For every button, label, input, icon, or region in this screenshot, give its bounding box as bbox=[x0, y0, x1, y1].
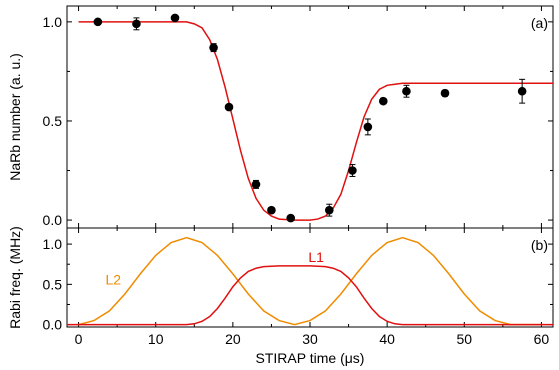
data-point bbox=[363, 122, 373, 132]
data-point bbox=[170, 13, 180, 23]
x-axis-label: STIRAP time (μs) bbox=[256, 350, 365, 366]
data-point bbox=[93, 17, 103, 27]
plot-frame bbox=[66, 5, 554, 229]
y-axis-label: Rabi freq. (MHz) bbox=[7, 226, 23, 329]
y-tick-label: 0.5 bbox=[43, 276, 63, 292]
x-tick-label: 30 bbox=[302, 331, 318, 347]
data-point bbox=[378, 96, 388, 106]
data-point bbox=[440, 88, 450, 98]
panel-label: (b) bbox=[531, 237, 548, 253]
y-tick-label: 0.0 bbox=[43, 317, 63, 333]
data-point bbox=[324, 205, 334, 215]
series-line-l2 bbox=[78, 236, 542, 326]
fit-curve bbox=[78, 21, 553, 221]
panel-a: 0.0 0.5 1.0 (a) NaRb number (a. u.) bbox=[7, 5, 554, 229]
y-tick-label: 1.0 bbox=[43, 236, 63, 252]
data-point bbox=[517, 86, 527, 96]
panel-b: 0.0 0.5 1.0 0 10 20 30 40 50 60 (b) Rabi freq. (MHz… bbox=[7, 226, 554, 366]
data-point bbox=[286, 213, 296, 223]
data-point bbox=[402, 86, 411, 96]
series-annotation: L2 bbox=[105, 271, 121, 287]
data-point bbox=[267, 205, 276, 215]
x-tick-label: 60 bbox=[534, 331, 550, 347]
x-tick-label: 40 bbox=[379, 331, 395, 347]
x-tick-label: 10 bbox=[148, 331, 164, 347]
data-point bbox=[209, 43, 218, 52]
y-axis-label: NaRb number (a. u.) bbox=[7, 53, 23, 181]
panel-label: (a) bbox=[531, 15, 548, 31]
plot-frame bbox=[66, 227, 554, 328]
data-point bbox=[348, 166, 357, 175]
series-annotation: L1 bbox=[308, 249, 324, 265]
y-tick-label: 0.5 bbox=[43, 113, 63, 129]
x-tick-label: 0 bbox=[75, 331, 83, 347]
x-tick-label: 50 bbox=[456, 331, 472, 347]
y-tick-label: 0.0 bbox=[43, 212, 63, 228]
data-point bbox=[132, 19, 141, 29]
y-tick-label: 1.0 bbox=[43, 14, 63, 30]
x-tick-label: 20 bbox=[225, 331, 241, 347]
data-point bbox=[224, 102, 234, 112]
series-line-l1 bbox=[67, 265, 553, 326]
data-point bbox=[251, 180, 261, 189]
